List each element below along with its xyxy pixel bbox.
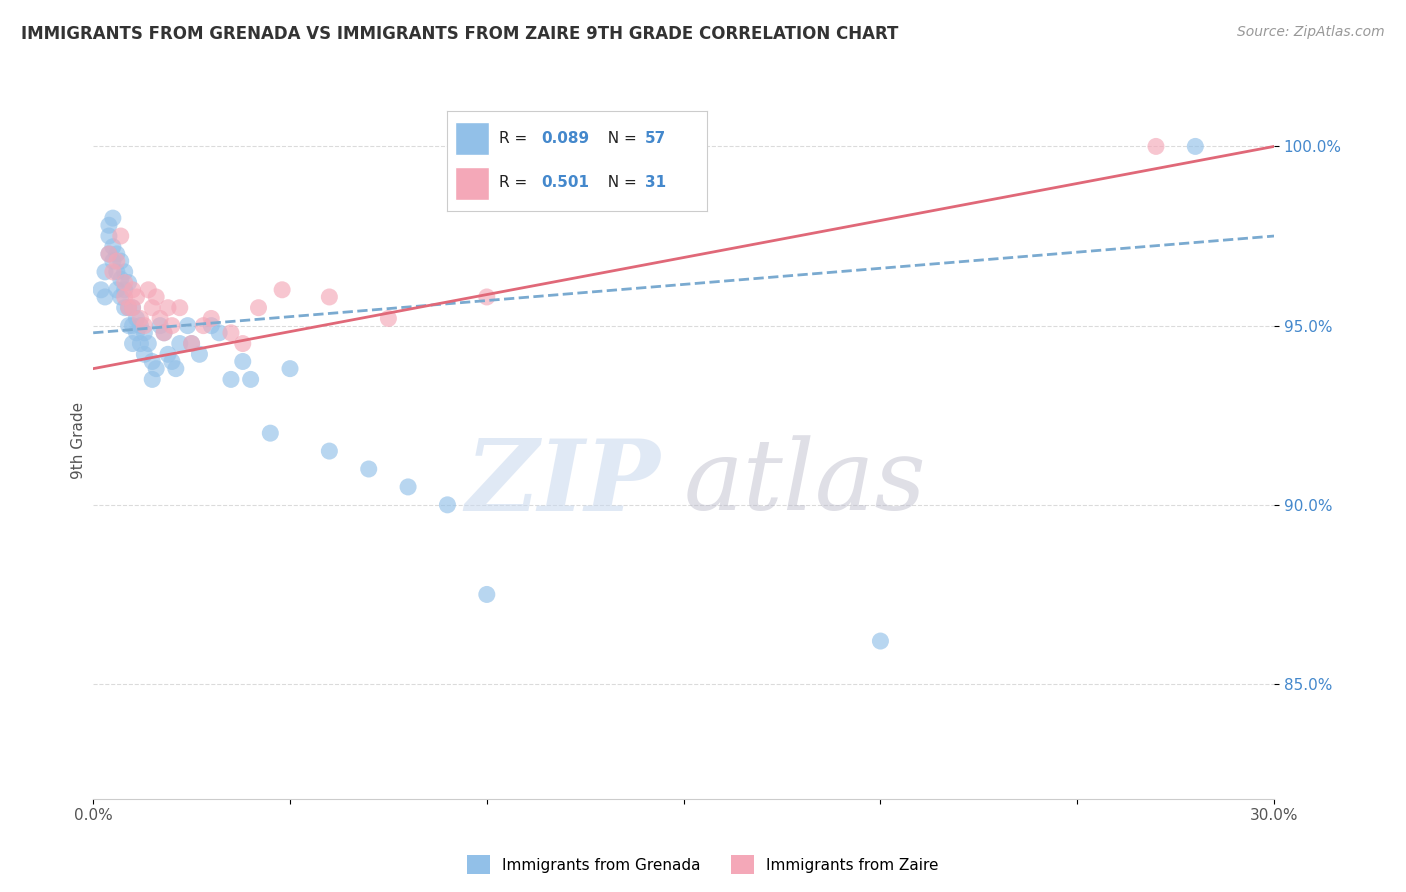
Point xyxy=(193,318,215,333)
Point xyxy=(134,347,156,361)
Point xyxy=(117,276,139,290)
Point xyxy=(1144,139,1167,153)
Point xyxy=(136,283,159,297)
Point xyxy=(169,301,191,315)
Point xyxy=(129,318,152,333)
Point xyxy=(475,290,498,304)
Point xyxy=(117,318,139,333)
Point xyxy=(101,240,124,254)
Point xyxy=(141,354,163,368)
Point xyxy=(114,283,136,297)
Point xyxy=(110,290,132,304)
Text: ZIP: ZIP xyxy=(465,435,659,532)
Point xyxy=(129,336,152,351)
Point xyxy=(156,347,179,361)
Point xyxy=(97,247,120,261)
Point xyxy=(117,301,139,315)
Point xyxy=(145,290,167,304)
Point xyxy=(105,265,128,279)
Point xyxy=(156,301,179,315)
Point xyxy=(105,247,128,261)
Y-axis label: 9th Grade: 9th Grade xyxy=(72,401,86,479)
Point xyxy=(121,336,143,351)
Point xyxy=(121,318,143,333)
Point xyxy=(149,311,172,326)
Text: Source: ZipAtlas.com: Source: ZipAtlas.com xyxy=(1237,25,1385,39)
Point xyxy=(129,311,152,326)
Point xyxy=(357,462,380,476)
Point xyxy=(208,326,231,340)
Point xyxy=(396,480,419,494)
Point xyxy=(125,311,148,326)
Point xyxy=(121,301,143,315)
Point xyxy=(271,283,294,297)
Text: IMMIGRANTS FROM GRENADA VS IMMIGRANTS FROM ZAIRE 9TH GRADE CORRELATION CHART: IMMIGRANTS FROM GRENADA VS IMMIGRANTS FR… xyxy=(21,25,898,43)
Point xyxy=(114,301,136,315)
Point xyxy=(121,283,143,297)
Point xyxy=(259,426,281,441)
Point xyxy=(219,372,242,386)
Point xyxy=(169,336,191,351)
Point xyxy=(90,283,112,297)
Point xyxy=(114,276,136,290)
Point xyxy=(94,265,117,279)
Point xyxy=(117,301,139,315)
Point xyxy=(141,301,163,315)
Point xyxy=(153,326,176,340)
Point xyxy=(121,301,143,315)
Point xyxy=(318,290,340,304)
Point xyxy=(232,336,254,351)
Point xyxy=(125,290,148,304)
Point xyxy=(436,498,458,512)
Point xyxy=(219,326,242,340)
Point xyxy=(101,254,124,268)
Point xyxy=(136,336,159,351)
Point xyxy=(475,587,498,601)
Point xyxy=(200,318,222,333)
Point xyxy=(176,318,198,333)
Point xyxy=(200,311,222,326)
Point xyxy=(110,254,132,268)
Point xyxy=(377,311,399,326)
Point xyxy=(97,219,120,233)
Point xyxy=(114,265,136,279)
Point xyxy=(105,254,128,268)
Point xyxy=(247,301,270,315)
Point xyxy=(141,372,163,386)
Point xyxy=(188,347,211,361)
Point xyxy=(101,265,124,279)
Legend: Immigrants from Grenada, Immigrants from Zaire: Immigrants from Grenada, Immigrants from… xyxy=(461,849,945,880)
Point xyxy=(869,634,891,648)
Point xyxy=(232,354,254,368)
Point xyxy=(239,372,262,386)
Point xyxy=(105,283,128,297)
Point xyxy=(110,272,132,286)
Point xyxy=(125,326,148,340)
Point xyxy=(165,361,187,376)
Point xyxy=(114,290,136,304)
Point xyxy=(134,326,156,340)
Point xyxy=(97,247,120,261)
Point xyxy=(94,290,117,304)
Point xyxy=(1184,139,1206,153)
Point xyxy=(160,318,183,333)
Point xyxy=(180,336,202,351)
Point xyxy=(278,361,301,376)
Point xyxy=(110,229,132,244)
Point xyxy=(145,361,167,376)
Text: atlas: atlas xyxy=(683,435,927,531)
Point xyxy=(180,336,202,351)
Point xyxy=(97,229,120,244)
Point xyxy=(134,318,156,333)
Point xyxy=(318,444,340,458)
Point xyxy=(160,354,183,368)
Point xyxy=(153,326,176,340)
Point xyxy=(101,211,124,226)
Point xyxy=(149,318,172,333)
